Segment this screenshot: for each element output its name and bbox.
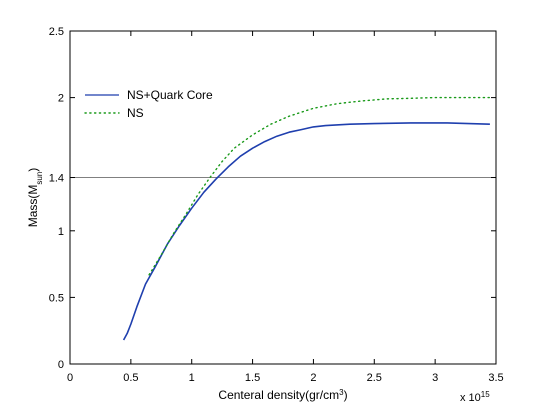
x-axis-exponent: x 1015 xyxy=(460,390,490,405)
x-tick-label: 0.5 xyxy=(123,372,138,384)
series-line-ns-quark-core xyxy=(122,122,490,341)
x-tick-label: 2 xyxy=(310,372,316,384)
y-tick-label: 1.4 xyxy=(49,173,64,185)
plot-frame xyxy=(69,30,497,365)
x-tick-label: 1 xyxy=(189,372,195,384)
legend-label-ns-quark-core: NS+Quark Core xyxy=(127,88,213,102)
x-tick-label: 3 xyxy=(432,372,438,384)
x-tick-label: 2.5 xyxy=(367,372,382,384)
y-tick-label: 0 xyxy=(58,359,64,371)
y-axis-ticks: 0 0.5 1 1.4 2 2.5 xyxy=(49,26,496,371)
x-tick-label: 1.5 xyxy=(245,372,260,384)
x-axis-label: Centeral density(gr/cm3) xyxy=(218,388,347,403)
x-tick-label: 0 xyxy=(67,372,73,384)
y-tick-label: 2.5 xyxy=(49,26,64,38)
plot-area xyxy=(70,31,496,364)
series-line-ns xyxy=(148,96,491,276)
x-axis-ticks: 0 0.5 1 1.5 2 2.5 3 3.5 xyxy=(67,31,504,384)
legend-label-ns: NS xyxy=(127,106,144,120)
y-tick-label: 1 xyxy=(58,226,64,238)
y-tick-label: 0.5 xyxy=(49,292,64,304)
legend: NS+Quark Core NS xyxy=(84,88,213,120)
y-axis-label: Mass(Msun) xyxy=(26,168,44,228)
series-layer xyxy=(122,96,491,341)
y-tick-label: 2 xyxy=(58,93,64,105)
x-tick-label: 3.5 xyxy=(488,372,503,384)
